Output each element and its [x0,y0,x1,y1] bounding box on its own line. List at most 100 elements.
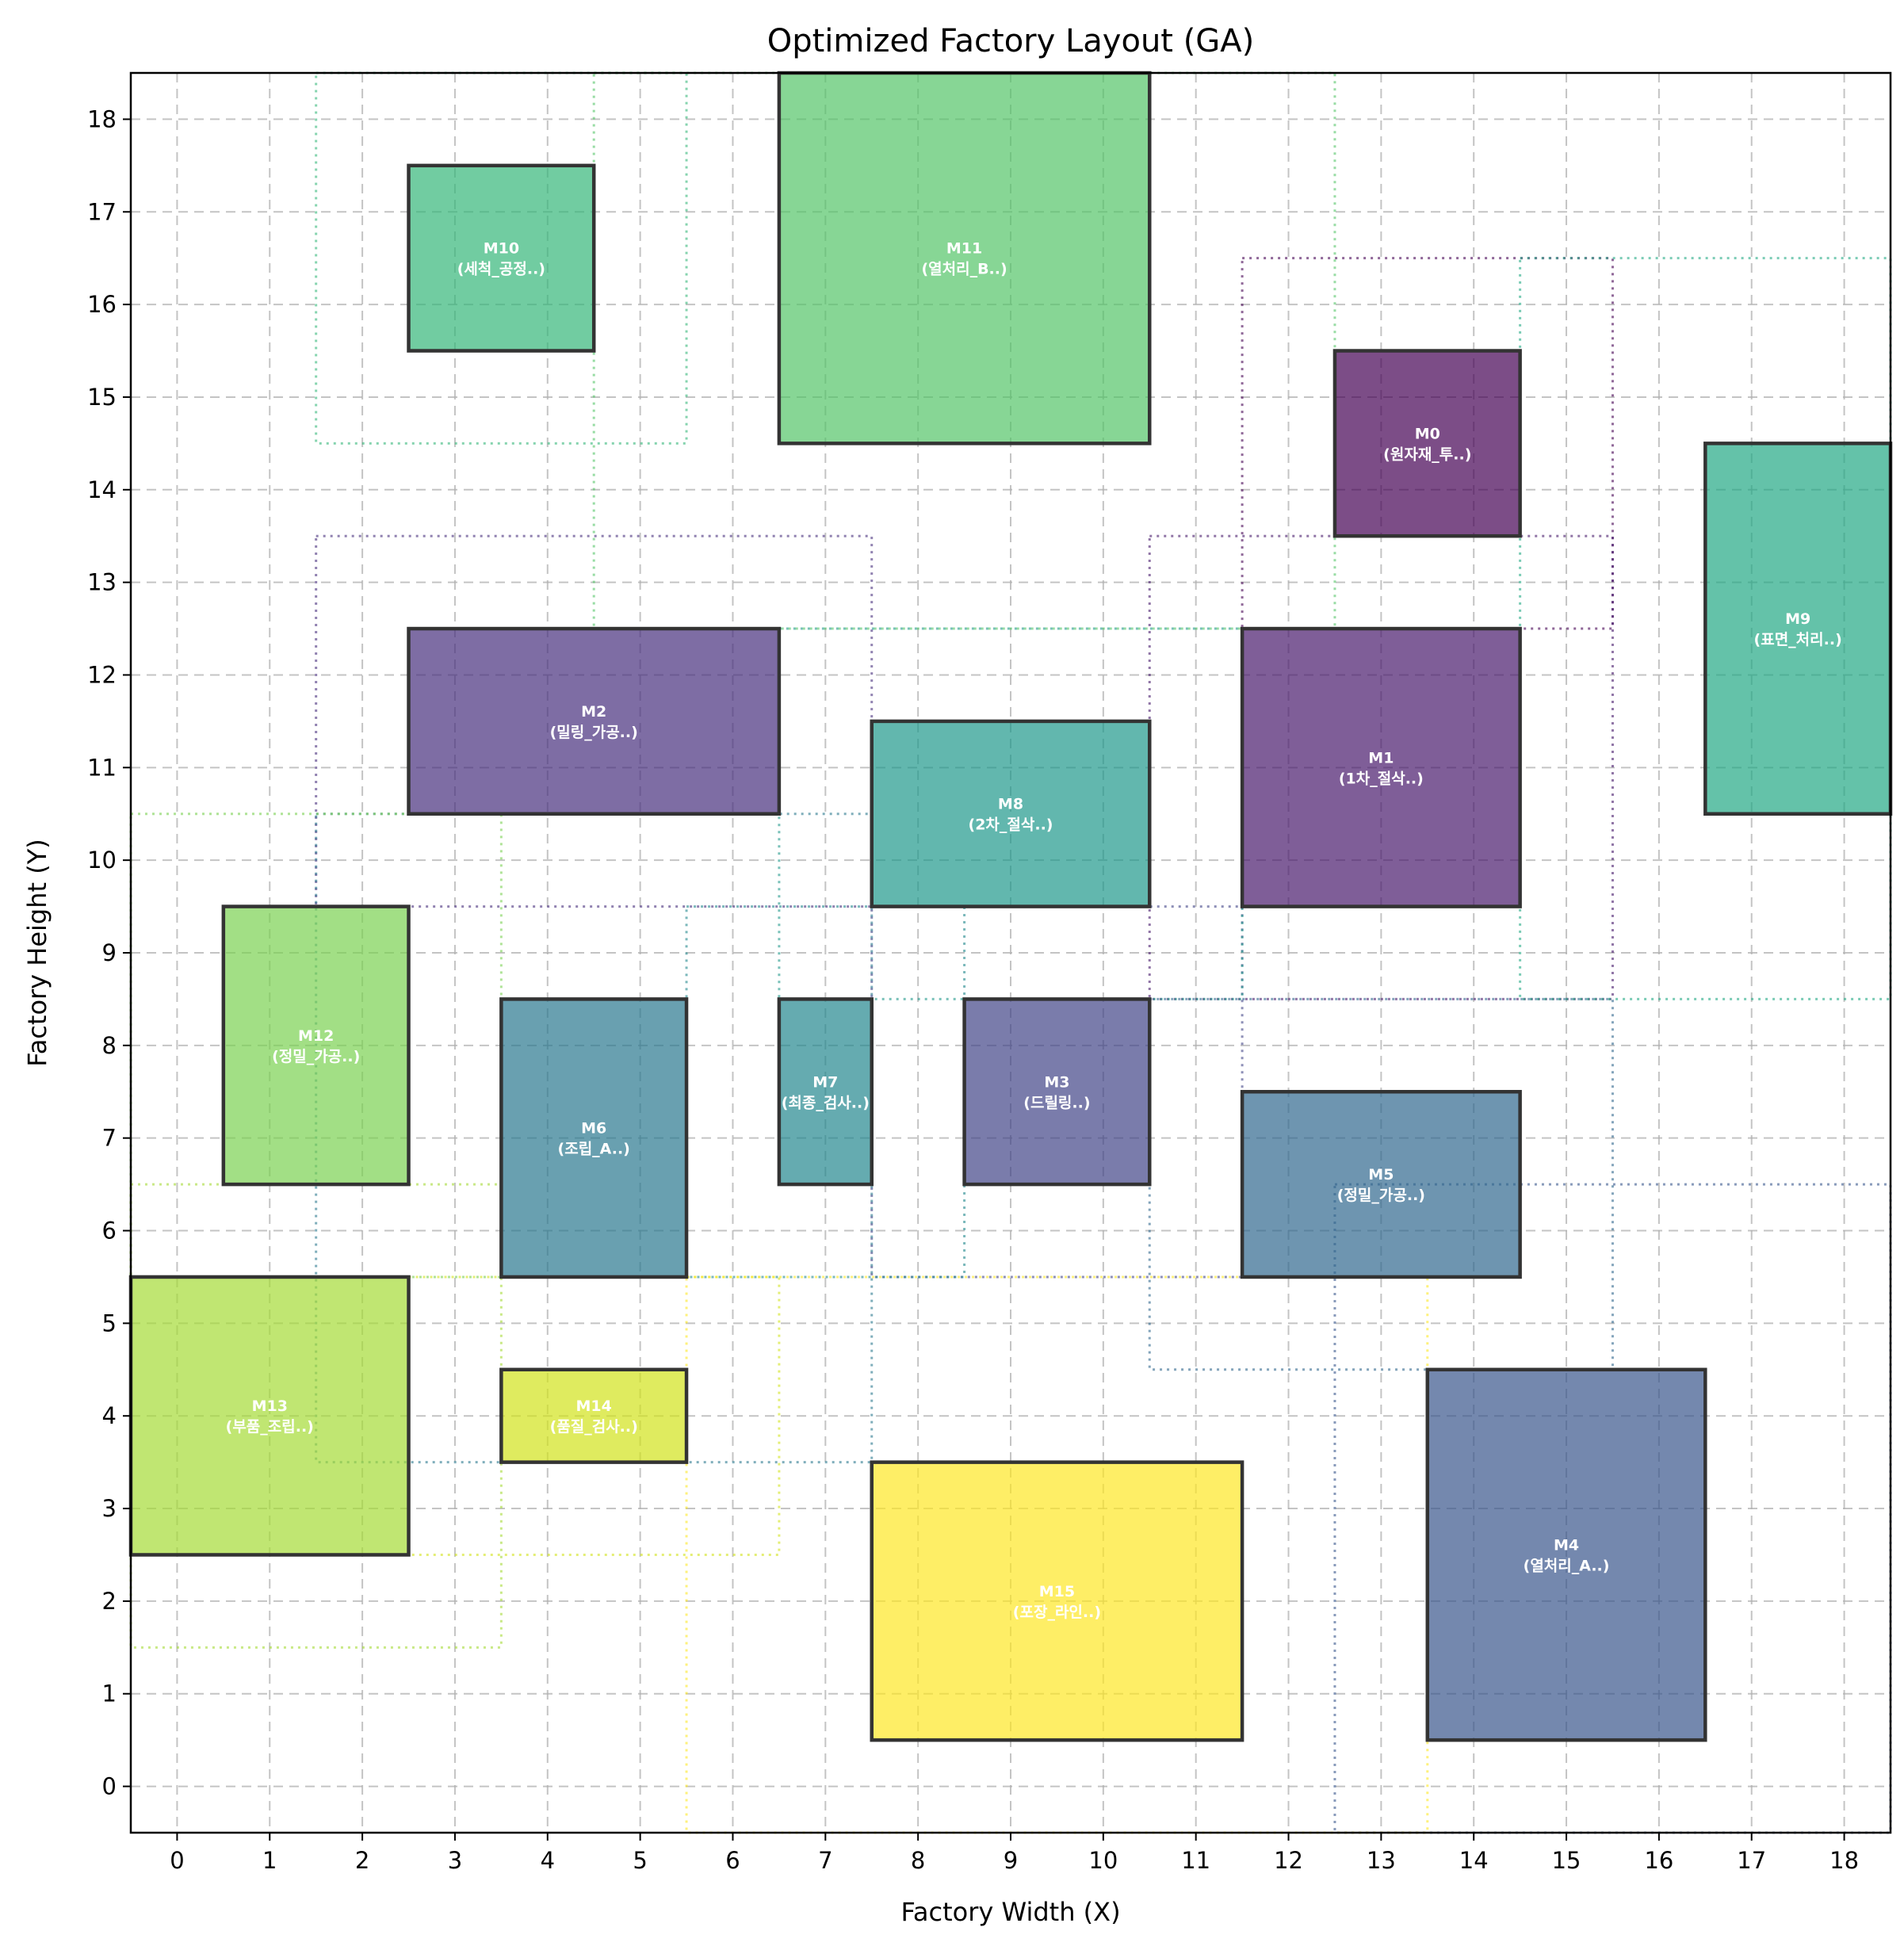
machine-id-label: M15 [1039,1583,1075,1600]
machine-rect [407,626,782,816]
x-tick-label: 10 [1088,1847,1118,1874]
machine-name-label: (드릴링..) [1023,1094,1090,1111]
machine-name-label: (정밀_가공..) [272,1048,360,1065]
machine-name-label: (열처리_B..) [921,261,1007,278]
machine-m1: M1 (1차_절삭..) [1240,626,1522,908]
machine-id-label: M1 [1368,749,1394,767]
machine-id-label: M5 [1368,1166,1394,1183]
machine-rect [1240,626,1522,908]
machine-name-label: (품질_검사..) [550,1418,638,1436]
machine-m13: M13 (부품_조립..) [128,1275,411,1557]
machine-rect [128,1275,411,1557]
y-tick-label: 16 [87,291,117,318]
x-tick-label: 11 [1181,1847,1210,1874]
machine-m14: M14 (품질_검사..) [499,1367,689,1464]
y-tick-label: 9 [102,939,117,966]
machine-name-label: (부품_조립..) [226,1418,314,1436]
y-tick-label: 18 [87,105,117,132]
machine-rect [221,904,411,1187]
machine-m6: M6 (조립_A..) [499,997,689,1279]
machine-m11: M11 (열처리_B..) [777,71,1152,445]
machine-m0: M0 (원자재_투..) [1332,349,1522,538]
machine-rect [870,1460,1244,1742]
machine-id-label: M7 [812,1073,838,1091]
y-tick-label: 8 [102,1032,117,1059]
x-tick-label: 4 [541,1847,555,1874]
machine-name-label: (세척_공정..) [457,261,545,278]
machine-rect [962,997,1152,1187]
machine-name-label: (포장_라인..) [1013,1604,1101,1621]
machine-m2: M2 (밀링_가공..) [407,626,782,816]
machine-id-label: M13 [252,1398,288,1415]
machine-name-label: (원자재_투..) [1383,445,1471,463]
x-tick-label: 14 [1459,1847,1489,1874]
x-tick-label: 8 [911,1847,925,1874]
x-tick-label: 2 [355,1847,369,1874]
y-tick-label: 17 [87,198,117,225]
machine-name-label: (표면_처리..) [1754,631,1842,648]
machine-rect [407,163,596,353]
machine-m3: M3 (드릴링..) [962,997,1152,1187]
machine-id-label: M11 [946,240,982,258]
machine-rect [777,71,1152,445]
machine-m9: M9 (표면_처리..) [1703,442,1893,816]
machine-rect [1703,442,1893,816]
y-tick-label: 0 [102,1773,117,1800]
x-axis-label: Factory Width (X) [900,1897,1120,1927]
x-tick-label: 1 [262,1847,277,1874]
x-tick-label: 12 [1274,1847,1303,1874]
machine-id-label: M0 [1415,425,1440,442]
x-tick-label: 18 [1829,1847,1859,1874]
y-tick-label: 4 [102,1402,117,1429]
x-tick-label: 17 [1737,1847,1766,1874]
y-tick-label: 15 [87,384,117,411]
machine-name-label: (밀링_가공..) [550,724,638,741]
y-tick-label: 11 [87,754,117,781]
machine-id-label: M9 [1785,610,1810,628]
y-tick-label: 12 [87,661,117,688]
y-tick-label: 10 [87,847,117,874]
x-tick-label: 16 [1644,1847,1673,1874]
machine-m5: M5 (정밀_가공..) [1240,1090,1522,1279]
y-tick-label: 5 [102,1310,117,1336]
x-tick-label: 0 [170,1847,184,1874]
x-tick-label: 6 [725,1847,740,1874]
y-tick-label: 13 [87,569,117,596]
machine-id-label: M4 [1554,1536,1579,1554]
machine-m15: M15 (포장_라인..) [870,1460,1244,1742]
machine-id-label: M10 [484,240,519,258]
machine-layer: M0 (원자재_투..) M1 (1차_절삭..) M2 (밀링_가공..) M3 (드릴링.… [128,71,1893,1742]
machine-id-label: M8 [998,796,1023,813]
machine-id-label: M6 [581,1120,606,1138]
y-tick-label: 6 [102,1218,117,1245]
machine-id-label: M12 [298,1027,334,1045]
machine-name-label: (2차_절삭..) [969,816,1053,834]
machine-m8: M8 (2차_절삭..) [870,719,1152,908]
machine-rect [870,719,1152,908]
x-tick-label: 3 [448,1847,462,1874]
machine-name-label: (1차_절삭..) [1339,770,1424,787]
y-tick-label: 14 [87,476,117,503]
y-axis-label: Factory Height (Y) [22,839,52,1067]
machine-id-label: M3 [1044,1073,1069,1091]
machine-m7: M7 (최종_검사..) [777,997,874,1187]
machine-m12: M12 (정밀_가공..) [221,904,411,1187]
machine-name-label: (열처리_A..) [1524,1557,1610,1574]
machine-id-label: M2 [581,703,606,721]
machine-rect [499,997,689,1279]
machine-name-label: (조립_A..) [558,1141,630,1158]
y-tick-label: 3 [102,1495,117,1522]
x-tick-label: 9 [1004,1847,1018,1874]
x-tick-label: 7 [818,1847,832,1874]
machine-rect [499,1367,689,1464]
machine-rect [1240,1090,1522,1279]
machine-rect [777,997,874,1187]
machine-m10: M10 (세척_공정..) [407,163,596,353]
y-tick-label: 1 [102,1680,117,1707]
x-tick-label: 13 [1367,1847,1396,1874]
machine-m4: M4 (열처리_A..) [1425,1367,1707,1742]
machine-rect [1332,349,1522,538]
y-tick-label: 2 [102,1588,117,1615]
